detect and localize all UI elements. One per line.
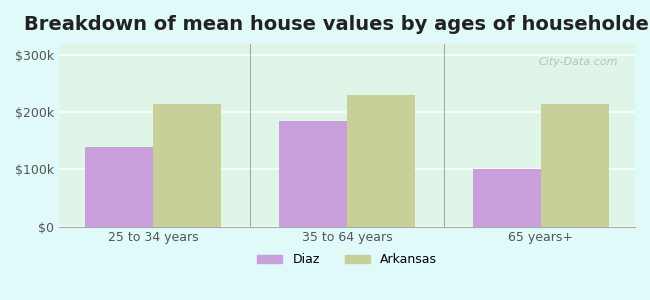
Bar [347,95,415,226]
Bar [153,104,221,226]
Bar [541,104,609,226]
Legend: Diaz, Arkansas: Diaz, Arkansas [252,248,442,272]
Bar [279,121,347,226]
Bar [473,169,541,226]
Text: City-Data.com: City-Data.com [538,57,617,67]
Title: Breakdown of mean house values by ages of householders: Breakdown of mean house values by ages o… [24,15,650,34]
Bar [85,147,153,226]
